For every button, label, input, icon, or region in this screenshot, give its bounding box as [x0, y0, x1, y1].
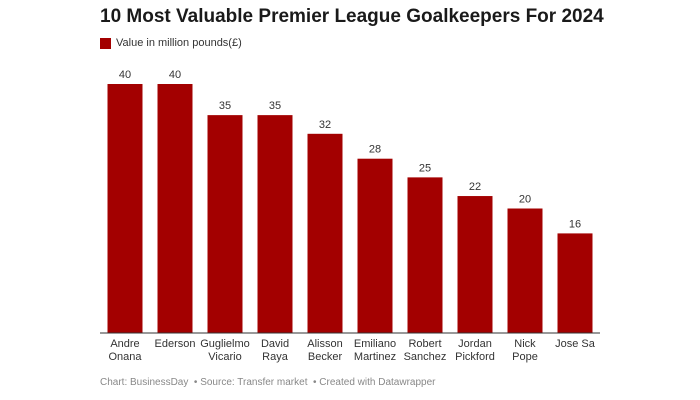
bar — [557, 233, 593, 333]
value-label: 40 — [119, 69, 131, 81]
x-tick-label: Robert Sanchez — [403, 338, 447, 363]
x-tick-label: Alisson Becker — [307, 338, 343, 363]
value-label: 20 — [519, 194, 531, 206]
x-tick-label: Jose Sa — [555, 338, 595, 350]
value-label: 16 — [569, 218, 581, 230]
bar — [257, 115, 293, 333]
bar — [407, 177, 443, 333]
value-label: 22 — [469, 181, 481, 193]
footer: Chart: BusinessDay • Source: Transfer ma… — [100, 377, 436, 388]
value-label: 25 — [419, 162, 431, 174]
x-tick-label: Jordan Pickford — [455, 338, 495, 363]
legend-swatch — [100, 37, 111, 49]
bar — [107, 84, 143, 333]
value-label: 40 — [169, 69, 181, 81]
x-tick-label: Ederson — [154, 338, 196, 350]
bar — [307, 133, 343, 333]
value-label: 32 — [319, 119, 331, 131]
bar — [157, 84, 193, 333]
x-tick-label: David Raya — [260, 338, 290, 363]
x-tick-label: Guglielmo Vicario — [200, 338, 250, 363]
value-label: 28 — [369, 144, 381, 156]
chart-title: 10 Most Valuable Premier League Goalkeep… — [100, 6, 604, 27]
x-tick-label: Andre Onana — [108, 338, 142, 363]
bar — [457, 196, 493, 333]
bar — [207, 115, 243, 333]
value-label: 35 — [269, 100, 281, 112]
bar — [507, 208, 543, 333]
legend-label: Value in million pounds(£) — [116, 37, 242, 49]
legend: Value in million pounds(£) — [100, 37, 242, 49]
x-tick-label: Nick Pope — [512, 338, 538, 363]
value-label: 35 — [219, 100, 231, 112]
bar — [357, 158, 393, 333]
x-tick-label: Emiliano Martinez — [353, 338, 397, 363]
